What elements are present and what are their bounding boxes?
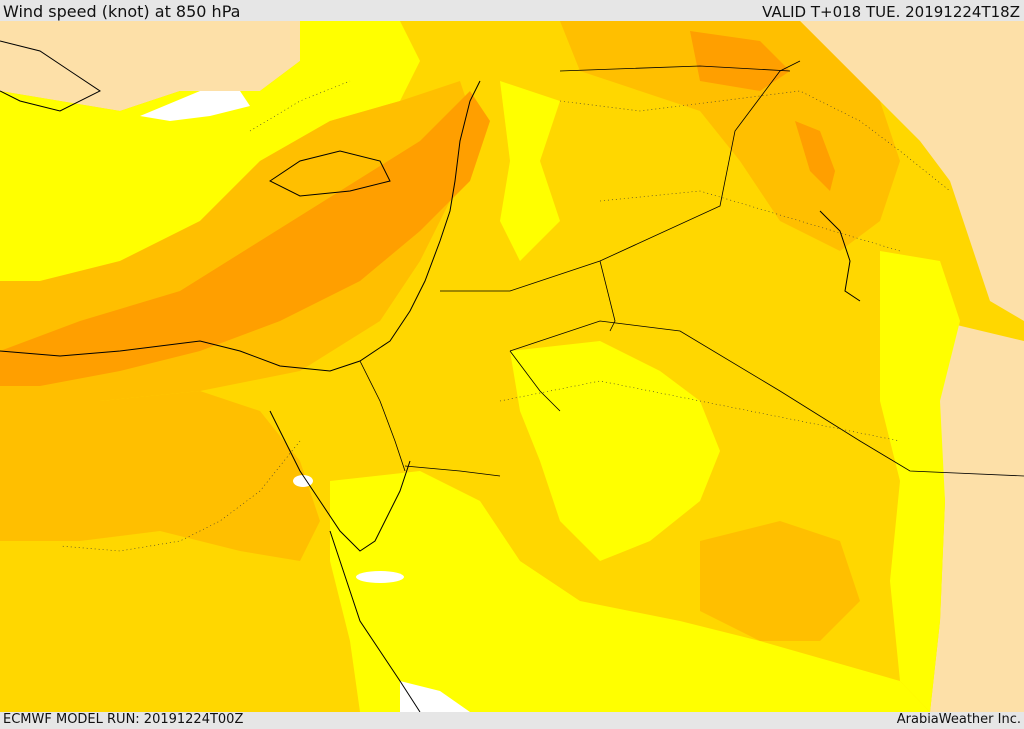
field-light-center: [510, 341, 720, 561]
header-bar: Wind speed (knot) at 850 hPa VALID T+018…: [0, 0, 1024, 21]
field-strong-southeast: [700, 521, 860, 641]
field-very-strong-ne: [690, 31, 790, 91]
valid-time-label: VALID T+018 TUE. 20191224T18Z: [762, 3, 1020, 21]
field-light-west: [0, 21, 420, 281]
credit-label: ArabiaWeather Inc.: [896, 712, 1021, 727]
field-very-light-north: [0, 21, 300, 111]
field-very-strong-east: [795, 121, 835, 191]
field-light-east: [880, 251, 960, 712]
field-light-south: [330, 471, 930, 712]
coastlines: [0, 40, 861, 712]
model-run-label: ECMWF MODEL RUN: 20191224T00Z: [3, 712, 244, 727]
borders: [359, 60, 1024, 477]
contour-dots: [59, 80, 951, 552]
field-strong-southwest: [0, 391, 320, 561]
field-strong-north: [560, 21, 900, 251]
weather-map[interactable]: [0, 21, 1024, 712]
field-calm-sinai: [293, 475, 313, 487]
field-calm-south: [356, 571, 404, 583]
field-light-north-strip: [500, 81, 560, 261]
footer-bar: ECMWF MODEL RUN: 20191224T00Z ArabiaWeat…: [0, 712, 1024, 729]
field-very-light-east: [930, 321, 1024, 712]
map-title: Wind speed (knot) at 850 hPa: [3, 2, 241, 21]
field-calm-north: [140, 91, 250, 121]
field-very-strong-core: [0, 91, 490, 386]
field-very-light-northeast: [800, 21, 1024, 321]
field-calm-sw: [400, 681, 470, 712]
